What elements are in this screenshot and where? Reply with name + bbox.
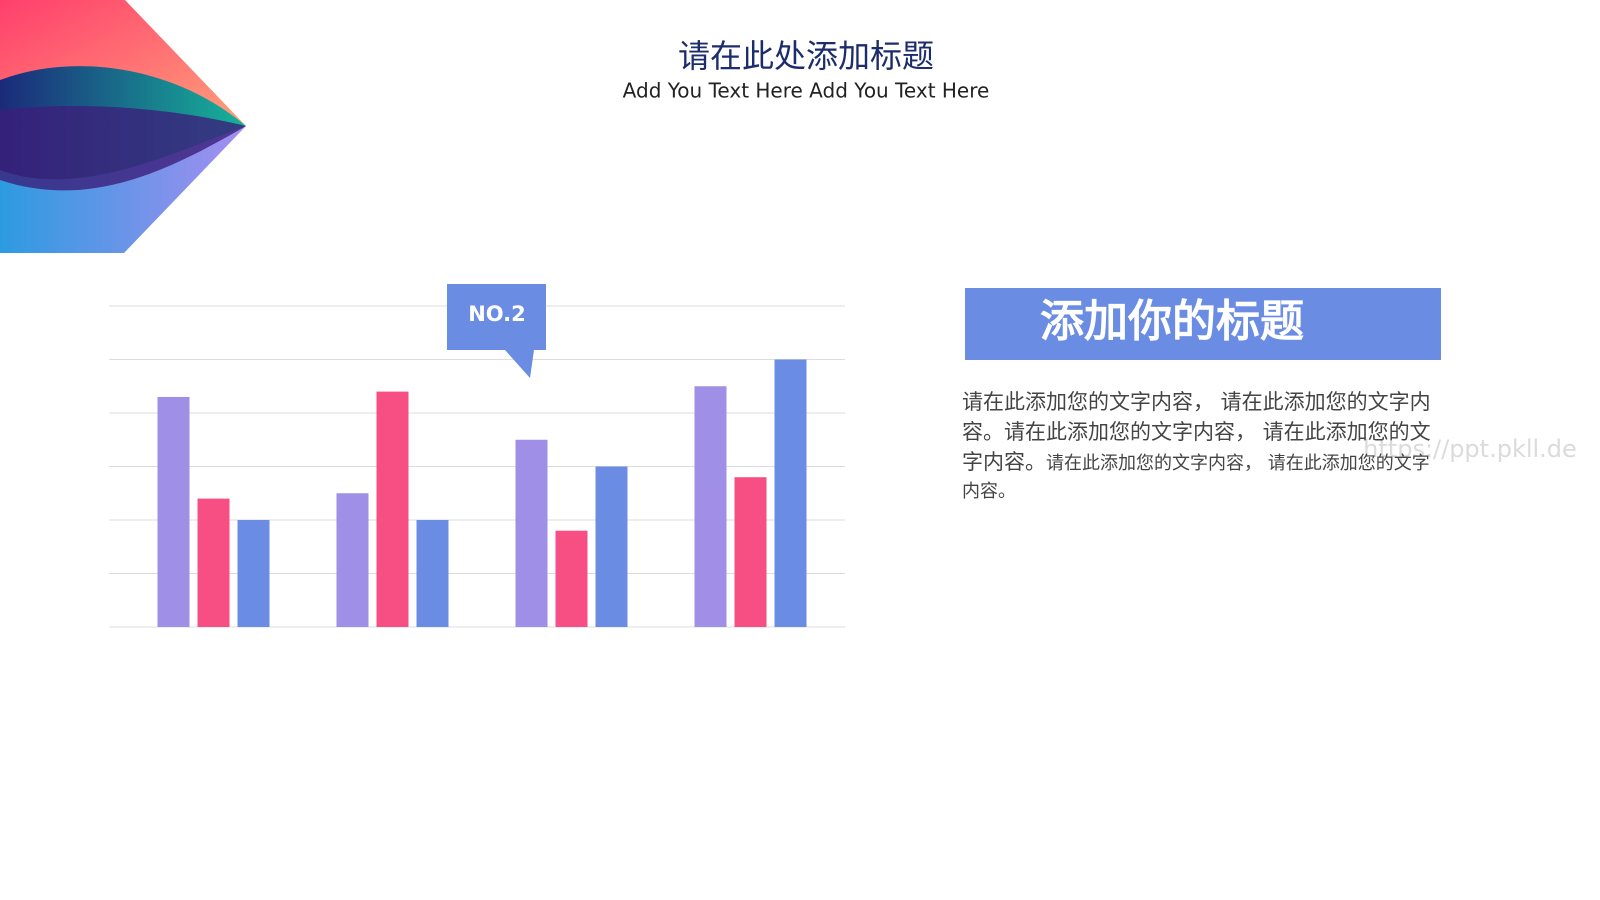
bar <box>774 359 807 627</box>
bar <box>376 391 409 627</box>
slide-subtitle: Add You Text Here Add You Text Here <box>623 79 990 103</box>
panel-title-box <box>965 288 1441 360</box>
bar <box>197 498 230 627</box>
watermark: https://ppt.pkll.de <box>1363 435 1577 463</box>
bar <box>515 439 548 627</box>
slide-title: 请在此处添加标题 <box>678 37 934 75</box>
bar <box>555 530 588 627</box>
paragraph-text: 请在此添加您的文字内容， 请在此添加您的文字内容。 <box>962 453 1430 502</box>
bar <box>157 396 190 627</box>
panel-paragraph: 请在此添加您的文字内容， 请在此添加您的文字内容。请在此添加您的文字内容， 请在… <box>962 388 1442 506</box>
panel-title: 添加你的标题 <box>1040 296 1304 347</box>
bar <box>734 477 767 627</box>
bar <box>694 386 727 627</box>
annotation: NO.2 <box>468 302 526 326</box>
callout: NO.2 <box>447 284 546 378</box>
bar <box>336 493 369 627</box>
corner-decoration <box>0 0 246 253</box>
paragraph-text: 请在此添加您的文字内容， 请在此添加您的文字内容。请在此添加您的文字内容， 请在… <box>962 390 1431 474</box>
bar <box>237 520 270 627</box>
bar <box>416 520 449 627</box>
bar <box>595 466 628 627</box>
